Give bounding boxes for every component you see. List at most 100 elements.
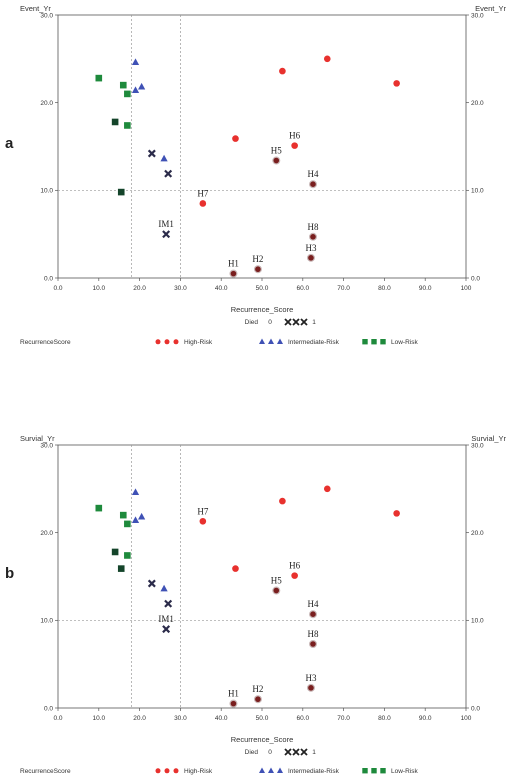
y-tick-label-left: 0.0: [44, 275, 53, 282]
x-tick-label: 0.0: [53, 715, 62, 722]
legend-score-title: RecurrenceScore: [20, 768, 71, 775]
x-tick-label: 30.0: [174, 715, 187, 722]
scatter-panel-a: 0.0 10.0 20.0 30.0 40.0 50.0 60.0 70.0 80.0 90.0 1…: [5, 4, 506, 346]
legend-intermediate-marker: [268, 767, 274, 773]
data-point-high: [279, 67, 286, 75]
data-point-low: [124, 122, 131, 129]
data-point-low: [117, 565, 125, 572]
legend-low-label: Low-Risk: [391, 339, 418, 346]
x-tick-label: 60.0: [296, 285, 309, 292]
data-point-high: [272, 156, 281, 165]
data-point-high: [253, 265, 262, 274]
x-tick-label: 90.0: [419, 715, 432, 722]
point-label: H5: [271, 576, 282, 586]
data-point-high: [291, 572, 298, 579]
y-axis-label-right: Event_Yr: [475, 4, 506, 13]
legend-died-1: 1: [312, 319, 316, 326]
data-point-high: [393, 510, 400, 517]
x-tick-label: 10.0: [92, 285, 105, 292]
point-label: H4: [308, 599, 319, 609]
data-point-intermediate: [138, 512, 146, 520]
y-axis-label-left: Event_Yr: [20, 4, 51, 13]
plot-frame: [57, 14, 467, 279]
data-point-intermediate: [147, 579, 156, 588]
data-point-high: [306, 253, 315, 262]
legend-died-0: 0: [268, 749, 272, 756]
data-point-intermediate: [164, 169, 173, 178]
data-point-intermediate: [131, 86, 140, 93]
legend-died-title: Died: [245, 749, 259, 756]
x-tick-label: 80.0: [378, 285, 391, 292]
point-label: H6: [289, 131, 300, 141]
point-label: H3: [305, 243, 316, 253]
legend-died-marker: [300, 318, 308, 326]
y-axis-label-left: Survial_Yr: [20, 434, 55, 443]
point-label: H2: [252, 684, 263, 694]
point-label: H5: [271, 146, 282, 156]
point-label: IM1: [158, 219, 174, 229]
data-point-high: [253, 695, 262, 704]
legend-died-title: Died: [245, 319, 259, 326]
data-point-high: [199, 200, 207, 207]
data-point-intermediate: [147, 149, 156, 158]
data-point-high: [393, 80, 400, 87]
x-tick-label: 10.0: [92, 715, 105, 722]
point-label: H2: [252, 254, 263, 264]
data-point-high: [229, 269, 238, 278]
y-tick-label-right: 20.0: [471, 100, 484, 107]
legend-high-marker: [173, 768, 179, 774]
point-label: H7: [197, 188, 208, 198]
data-point-intermediate: [162, 230, 171, 239]
legend-died-marker: [284, 318, 292, 326]
y-tick-label-right: 10.0: [471, 188, 484, 195]
legend-score-title: RecurrenceScore: [20, 339, 71, 346]
legend-high-marker: [155, 339, 161, 345]
legend-high-label: High-Risk: [184, 339, 213, 346]
data-point-high: [309, 180, 318, 189]
data-point-low: [124, 552, 131, 559]
data-point-low: [95, 74, 103, 82]
legend-intermediate-marker: [277, 767, 283, 773]
legend-low-marker: [371, 768, 377, 774]
legend-low-marker: [362, 339, 368, 345]
y-tick-label-right: 0.0: [471, 275, 480, 282]
legend-intermediate-marker: [268, 338, 274, 344]
y-axis-label-right: Survial_Yr: [471, 434, 506, 443]
x-axis-label: Recurrence_Score: [231, 305, 294, 314]
data-point-intermediate: [160, 154, 168, 162]
y-tick-label-left: 30.0: [40, 442, 53, 449]
scatter-panel-b: 0.0 10.0 20.0 30.0 40.0 50.0 60.0 70.0 80.0 90.0 1…: [5, 434, 506, 775]
plot-frame: [57, 444, 467, 709]
point-label: H4: [308, 169, 319, 179]
y-tick-label-left: 0.0: [44, 705, 53, 712]
x-tick-label: 20.0: [133, 285, 146, 292]
x-tick-label: 100: [461, 285, 472, 292]
panel-label: b: [5, 565, 14, 582]
data-point-low: [124, 90, 131, 98]
legend-intermediate-label: Intermediate-Risk: [288, 339, 340, 346]
x-tick-label: 50.0: [256, 285, 269, 292]
data-point-intermediate: [131, 488, 140, 495]
point-label: H8: [308, 222, 319, 232]
legend-low-marker: [371, 339, 377, 345]
y-tick-label-right: 30.0: [471, 442, 484, 449]
legend-intermediate-marker: [259, 338, 265, 344]
y-tick-label-right: 0.0: [471, 705, 480, 712]
legend-died-1: 1: [312, 749, 316, 756]
data-point-low: [119, 511, 127, 519]
point-label: H1: [228, 689, 239, 699]
legend-low-marker: [362, 768, 368, 774]
data-point-intermediate: [160, 584, 168, 592]
x-tick-label: 70.0: [337, 285, 350, 292]
data-point-high: [279, 497, 286, 505]
legend-intermediate-marker: [259, 767, 265, 773]
data-point-intermediate: [131, 58, 140, 65]
legend-high-marker: [155, 768, 161, 774]
legend-high-marker: [164, 339, 170, 345]
legend-high-marker: [164, 768, 170, 774]
y-tick-label-left: 20.0: [40, 100, 53, 107]
data-point-intermediate: [131, 516, 140, 523]
point-label: H8: [308, 629, 319, 639]
point-label: IM1: [158, 614, 174, 624]
